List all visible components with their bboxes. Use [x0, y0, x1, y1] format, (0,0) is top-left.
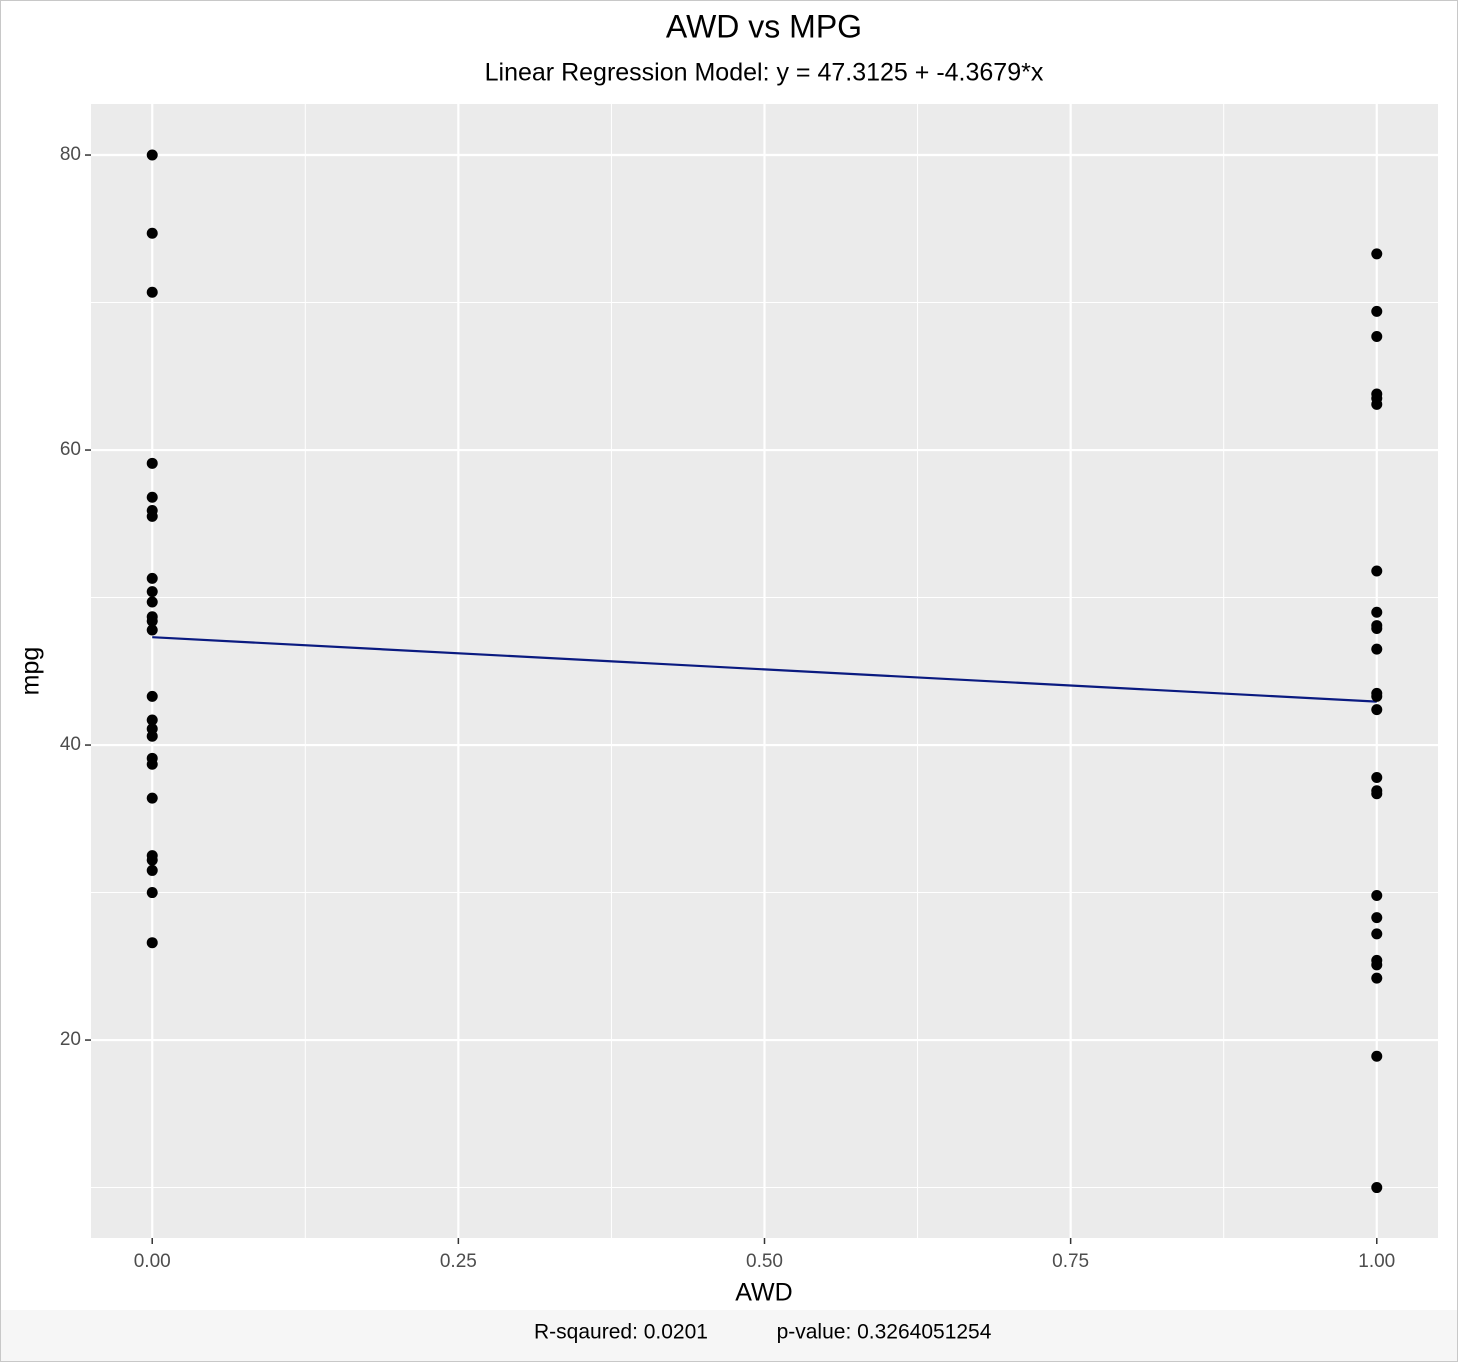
- data-point: [1371, 1182, 1383, 1194]
- data-point: [146, 596, 158, 608]
- data-point: [146, 690, 158, 702]
- data-point: [1371, 771, 1383, 783]
- data-point: [146, 227, 158, 239]
- x-tick-label: 0.25: [440, 1251, 477, 1272]
- chart-title: AWD vs MPG: [666, 8, 862, 44]
- data-point: [1371, 1050, 1383, 1062]
- data-point: [146, 586, 158, 598]
- data-point: [146, 615, 158, 627]
- data-point: [146, 286, 158, 298]
- chart-subtitle: Linear Regression Model: y = 47.3125 + -…: [485, 59, 1044, 87]
- data-point: [1371, 928, 1383, 940]
- data-point: [146, 572, 158, 584]
- data-point: [1371, 623, 1383, 635]
- data-point: [146, 457, 158, 469]
- data-point: [1371, 643, 1383, 655]
- caption: p-value: 0.3264051254: [777, 1321, 992, 1344]
- data-point: [146, 887, 158, 899]
- data-point: [146, 792, 158, 804]
- data-point: [1371, 248, 1383, 260]
- caption-band: [1, 1310, 1457, 1361]
- y-tick-label: 20: [60, 1029, 81, 1050]
- y-tick-label: 40: [60, 734, 81, 755]
- data-point: [1371, 398, 1383, 410]
- data-point: [1371, 565, 1383, 577]
- data-point: [146, 854, 158, 866]
- data-point: [146, 491, 158, 503]
- y-axis-title: mpg: [17, 647, 45, 696]
- data-point: [146, 937, 158, 949]
- data-point: [1371, 606, 1383, 618]
- data-point: [1371, 788, 1383, 800]
- x-tick-label: 0.75: [1052, 1251, 1089, 1272]
- data-point: [146, 758, 158, 770]
- x-tick-label: 0.00: [134, 1251, 171, 1272]
- data-point: [146, 714, 158, 726]
- data-point: [1371, 704, 1383, 716]
- x-tick-label: 0.50: [746, 1251, 783, 1272]
- data-point: [146, 624, 158, 636]
- data-point: [146, 510, 158, 522]
- data-point: [1371, 959, 1383, 971]
- data-point: [1371, 912, 1383, 924]
- y-tick-label: 80: [60, 144, 81, 165]
- x-tick-label: 1.00: [1358, 1251, 1395, 1272]
- data-point: [146, 864, 158, 876]
- caption: R-sqaured: 0.0201: [534, 1321, 708, 1344]
- x-axis-title: AWD: [735, 1279, 792, 1307]
- data-point: [1371, 305, 1383, 317]
- data-point: [146, 149, 158, 161]
- regression-line: [152, 636, 1377, 703]
- data-point: [1371, 330, 1383, 342]
- data-point: [1371, 972, 1383, 984]
- data-point: [1371, 690, 1383, 702]
- y-tick-label: 60: [60, 439, 81, 460]
- data-point: [146, 730, 158, 742]
- data-point: [1371, 889, 1383, 901]
